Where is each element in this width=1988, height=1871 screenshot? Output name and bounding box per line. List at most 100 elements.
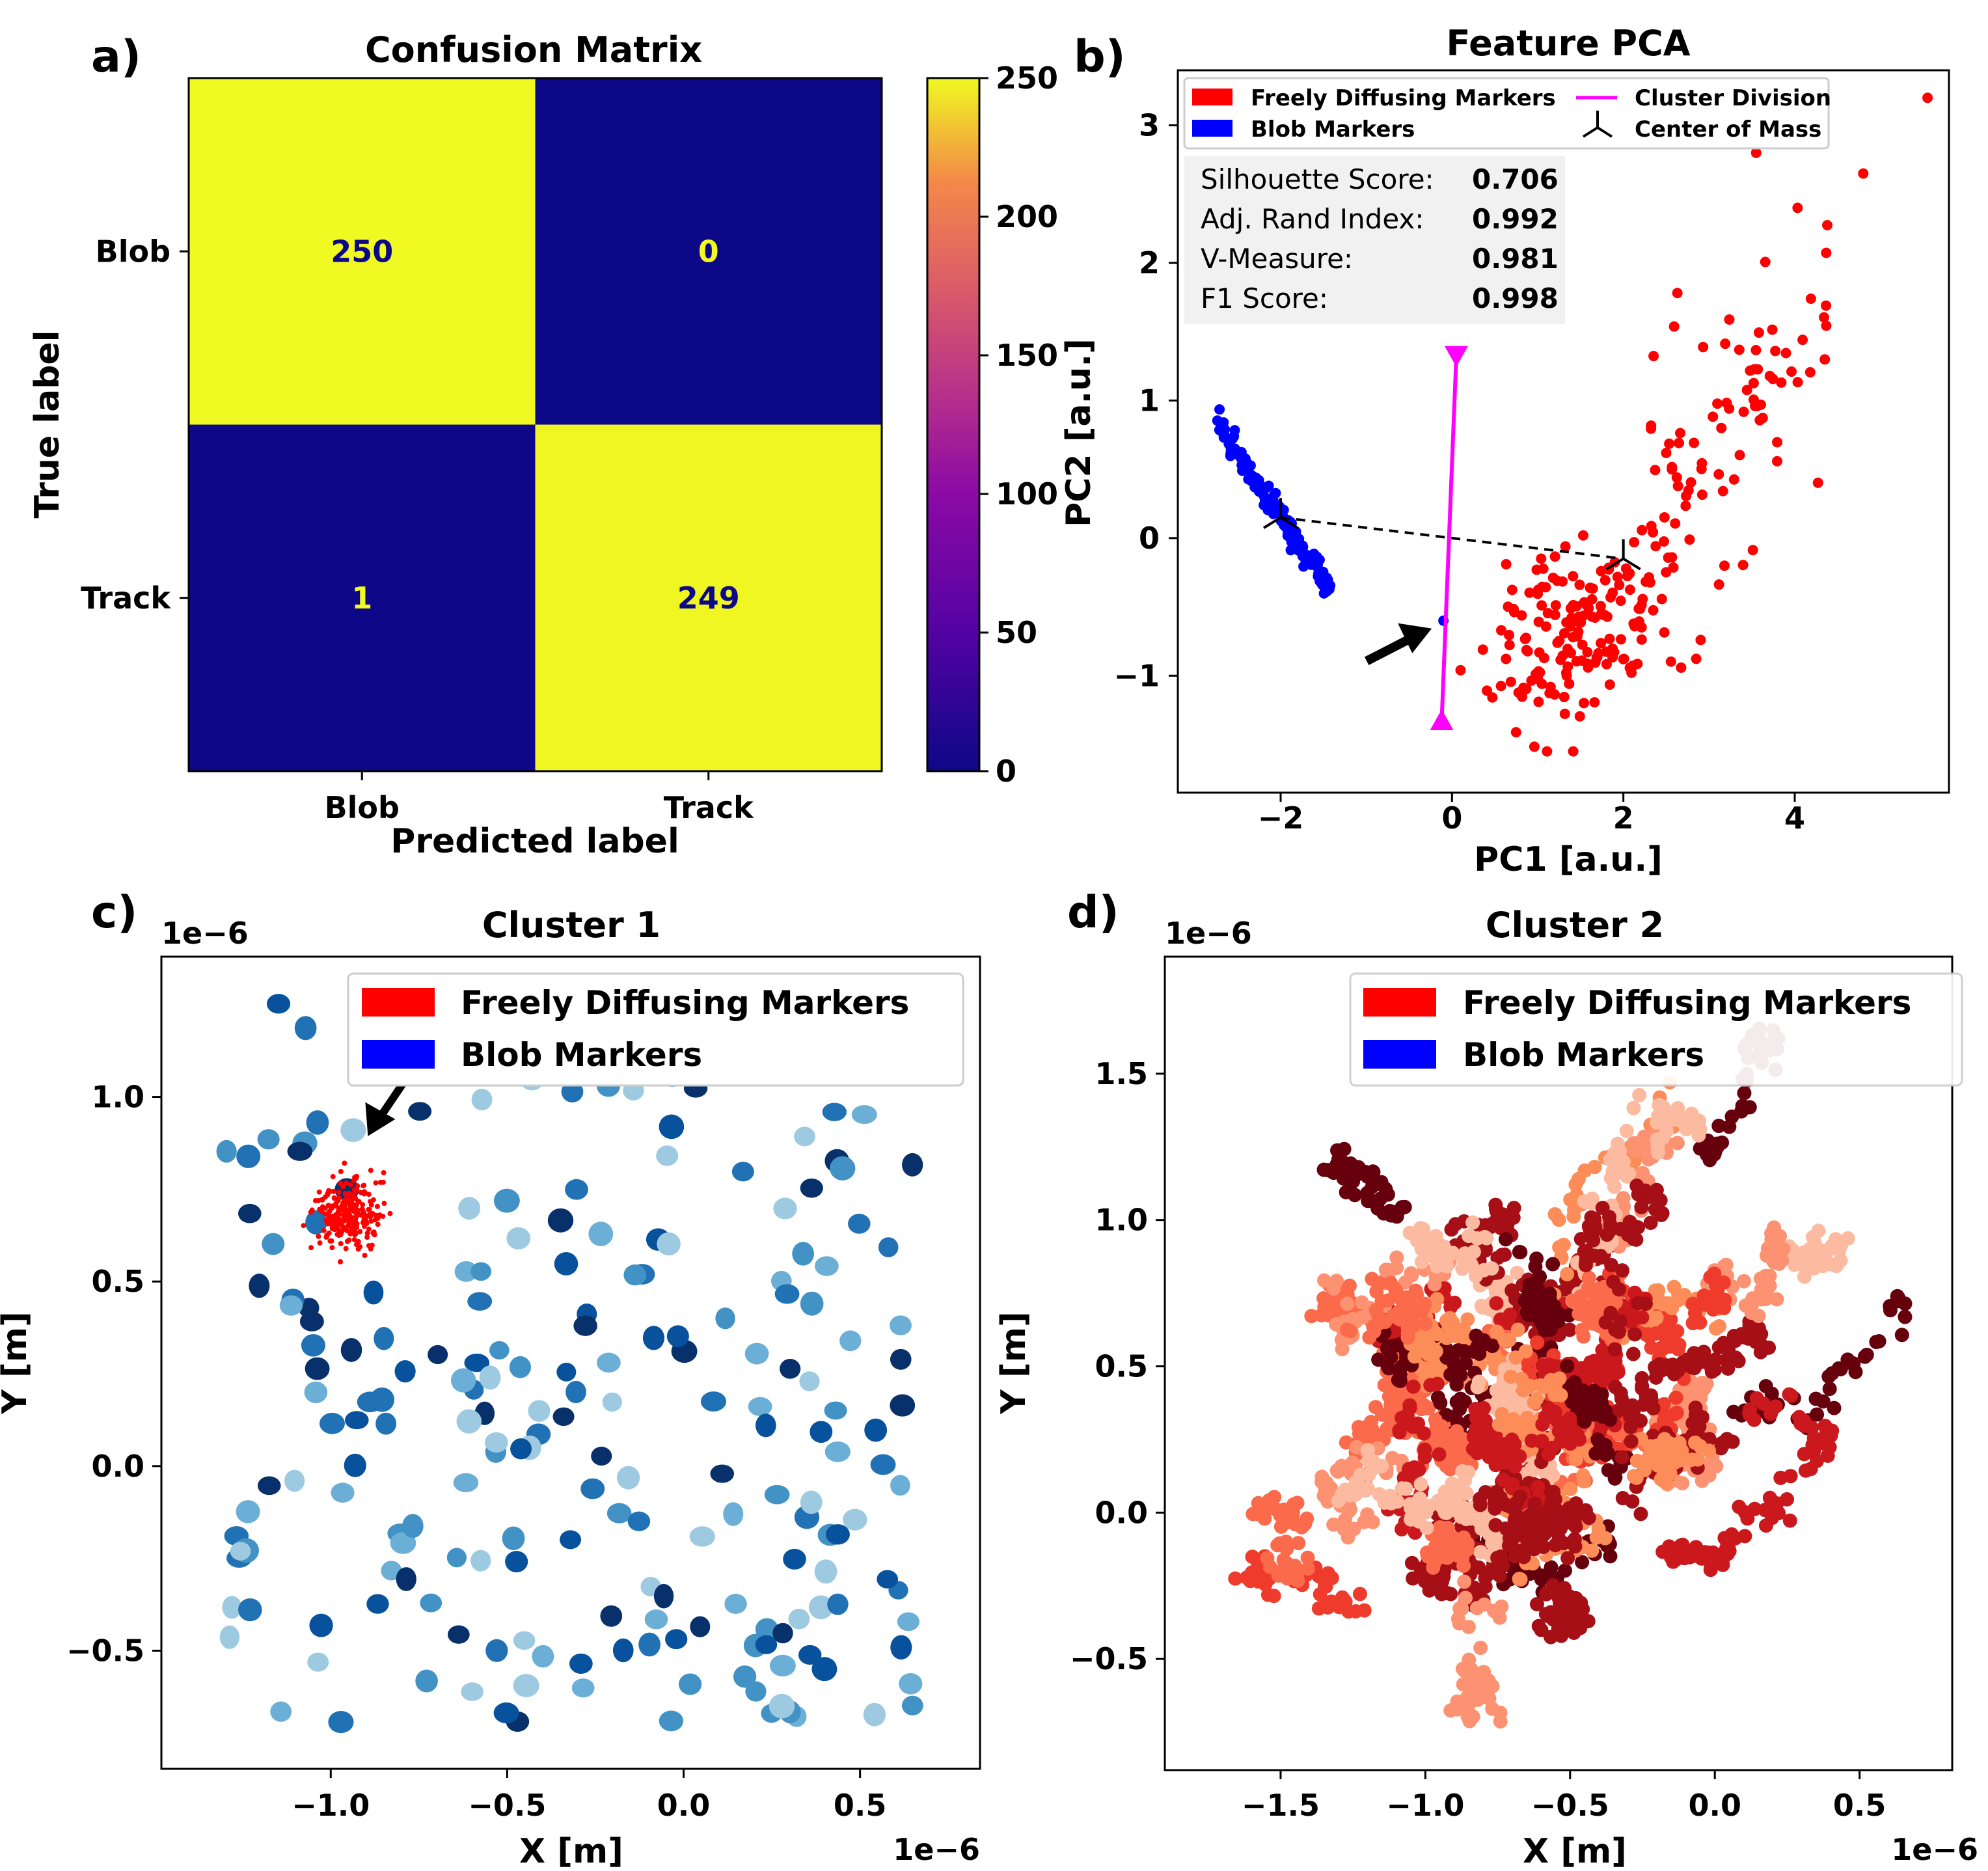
freely-diffusing-point: [351, 1228, 357, 1234]
freely-diffusing-point: [1671, 472, 1682, 483]
blob-marker: [665, 1629, 688, 1650]
freely-diffusing-point: [1713, 579, 1724, 590]
track-point: [1531, 1270, 1546, 1285]
track-point: [1496, 1472, 1511, 1487]
track-point: [1430, 1390, 1445, 1405]
blob-marker: [799, 1371, 820, 1391]
cluster1-legend-box: [347, 972, 964, 1087]
track-point: [1608, 1354, 1623, 1369]
track-point: [1489, 1296, 1504, 1311]
track-point: [1485, 1679, 1500, 1694]
freely-diffusing-point: [1568, 571, 1579, 582]
track-point: [1657, 1328, 1672, 1343]
colorbar-tick-label: 50: [996, 615, 1037, 650]
blob-marker: [724, 1594, 747, 1614]
freely-diffusing-point: [1670, 518, 1681, 529]
freely-diffusing-point: [1663, 552, 1674, 563]
track-point: [1383, 1350, 1398, 1365]
track-point: [1430, 1362, 1445, 1377]
freely-diffusing-point: [1747, 545, 1758, 556]
blob-marker: [287, 1141, 313, 1161]
freely-diffusing-point: [1555, 654, 1566, 665]
freely-diffusing-point: [353, 1217, 359, 1223]
cluster2-panel: Cluster 2 1e−6 −1.5 −1.0 −0.5 0.0 0.5 −0.5 0.0…: [994, 905, 1978, 1871]
freely-diffusing-point: [381, 1169, 387, 1175]
y-tick-label: 0.5: [92, 1264, 145, 1299]
blob-marker: [829, 1156, 856, 1181]
track-point: [1715, 1135, 1730, 1150]
track-point: [1753, 1345, 1768, 1359]
freely-diffusing-point: [1720, 338, 1731, 349]
blob-marker: [733, 1665, 757, 1688]
track-point: [1822, 1440, 1837, 1454]
track-point: [1716, 1275, 1731, 1290]
freely-diffusing-point: [1596, 638, 1607, 649]
track-point: [1505, 1432, 1519, 1447]
blob-marker: [489, 1341, 510, 1359]
freely-diffusing-point: [351, 1236, 357, 1242]
blob-marker: [238, 1598, 262, 1622]
track-point: [1527, 1527, 1542, 1542]
blob-marker: [824, 1401, 847, 1420]
track-point: [1503, 1387, 1518, 1402]
track-point: [1487, 1604, 1502, 1618]
track-point: [1360, 1186, 1375, 1201]
track-point: [1667, 1279, 1682, 1294]
track-point: [1503, 1369, 1518, 1384]
blob-marker: [257, 1129, 280, 1150]
freely-diffusing-point: [1612, 571, 1623, 582]
track-point: [1717, 1292, 1732, 1307]
blob-marker: [454, 1261, 478, 1282]
track-point: [1478, 1413, 1493, 1428]
cluster2-title: Cluster 2: [1486, 905, 1664, 946]
track-point: [1590, 1432, 1605, 1447]
track: [1655, 1490, 1777, 1577]
track: [1402, 1215, 1499, 1283]
track-point: [1417, 1574, 1432, 1589]
freely-diffusing-point: [1685, 477, 1696, 488]
x-tick-label: Track: [664, 790, 754, 825]
track-point: [1300, 1550, 1315, 1565]
track-point: [1606, 1274, 1621, 1289]
metric-value: 0.992: [1472, 203, 1559, 235]
track-point: [1513, 1245, 1528, 1260]
freely-diffusing-point: [1482, 685, 1492, 696]
blob-marker: [238, 1203, 262, 1223]
freely-diffusing-point: [1504, 629, 1515, 640]
confusion-cell-value: 0: [698, 234, 719, 269]
blob-marker: [554, 1252, 579, 1276]
freely-diffusing-point: [320, 1204, 325, 1210]
freely-diffusing-point: [351, 1187, 357, 1193]
blob-marker: [456, 1409, 482, 1434]
freely-diffusing-point: [345, 1238, 351, 1244]
blob-marker: [659, 1114, 685, 1140]
blob-point: [1308, 555, 1319, 566]
freely-diffusing-point: [1614, 579, 1625, 590]
y-tick-label: 1: [1139, 383, 1160, 418]
track-point: [1397, 1294, 1412, 1309]
track-point: [1741, 1331, 1756, 1346]
track-point: [1754, 1292, 1769, 1307]
blob-marker: [375, 1412, 397, 1435]
track-point: [1343, 1324, 1358, 1339]
cluster-division-line: [1439, 356, 1458, 720]
blob-marker: [800, 1291, 824, 1316]
freely-diffusing-point: [369, 1242, 375, 1248]
track-point: [1690, 1546, 1705, 1561]
track-point: [1562, 1417, 1577, 1432]
blob-point: [1282, 530, 1293, 541]
track: [1577, 1179, 1670, 1297]
freely-diffusing-point: [338, 1220, 344, 1226]
blob-marker: [446, 1548, 467, 1568]
y-tick-label: 0: [1139, 521, 1160, 556]
track-point: [1523, 1378, 1538, 1393]
track-point: [1545, 1257, 1560, 1272]
blob-marker: [656, 1145, 679, 1166]
freely-diffusing-point: [1672, 480, 1683, 491]
freely-diffusing-point: [341, 1207, 347, 1212]
freely-diffusing-point: [1754, 415, 1765, 426]
blob-marker: [666, 1325, 689, 1348]
cluster2-xlabel: X [m]: [1523, 1832, 1627, 1871]
freely-diffusing-point: [362, 1253, 368, 1259]
blob-marker: [470, 1550, 491, 1572]
